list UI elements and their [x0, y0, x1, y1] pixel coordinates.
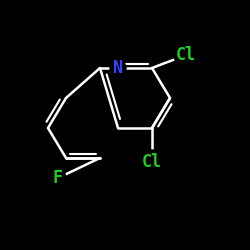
Text: Cl: Cl [176, 46, 196, 64]
Circle shape [174, 43, 198, 67]
Circle shape [110, 60, 126, 76]
Text: Cl: Cl [142, 153, 162, 171]
Circle shape [50, 170, 66, 186]
Text: F: F [53, 169, 63, 187]
Text: N: N [113, 59, 123, 77]
Circle shape [140, 150, 164, 174]
